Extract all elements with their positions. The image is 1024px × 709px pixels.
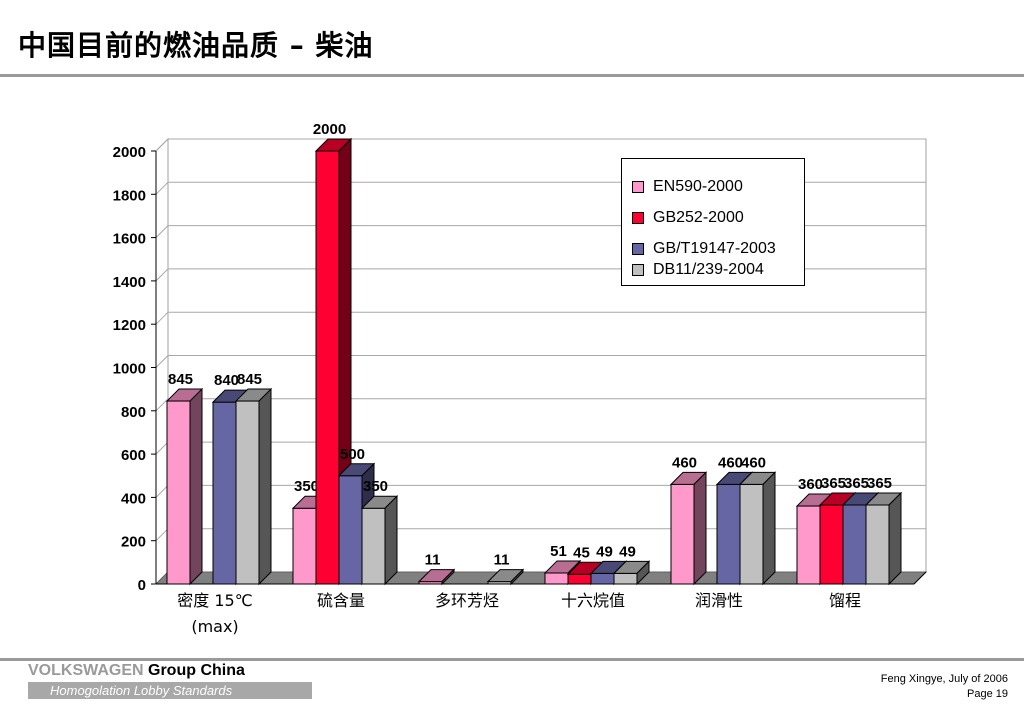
y-tick-label: 1000 (113, 361, 146, 378)
bar (739, 483, 764, 585)
bar (361, 507, 386, 585)
y-tick-label: 1400 (113, 274, 146, 291)
bar (292, 507, 317, 585)
bar-side (441, 568, 455, 586)
bar (590, 572, 615, 585)
footer-info: Feng Xingye, July of 2006 Page 19 (881, 672, 1008, 702)
data-label: 51 (550, 543, 567, 560)
bar (613, 572, 638, 585)
legend-label: GB252-2000 (653, 209, 744, 226)
footer-divider (0, 658, 1024, 661)
y-tick-label: 1600 (113, 231, 146, 248)
gridline (155, 311, 926, 325)
gridline (155, 398, 926, 412)
category-label: 十六烷值 (560, 591, 625, 610)
data-label: 49 (619, 543, 636, 560)
gridline (155, 355, 926, 368)
category-label: 硫含量 (316, 591, 365, 610)
page-number: Page 19 (967, 688, 1008, 700)
data-label: 500 (340, 446, 365, 463)
bar (338, 475, 363, 585)
legend-label: GB/T19147-2003 (653, 240, 776, 257)
bar-chart: 0 200 400 600 800 1000 1200 1400 1600 1800 2000 845… (113, 121, 928, 594)
bar (235, 400, 260, 585)
chart-legend: EN590-2000 GB252-2000 GB/T19147-2003 DB1… (621, 158, 805, 286)
data-label: 360 (798, 476, 823, 493)
bar-side (384, 495, 398, 586)
data-label: 845 (237, 371, 262, 388)
data-label: 11 (494, 552, 510, 569)
brand-subtitle: Homogolation Lobby Standards (50, 683, 233, 698)
bar (819, 504, 844, 585)
category-label: 密度 15℃ (max) (177, 591, 253, 636)
legend-item: DB11/239-2004 (632, 260, 764, 280)
author-date: Feng Xingye, July of 2006 (880, 673, 1008, 685)
category-label: 多环芳烃 (434, 591, 499, 610)
floor-edge (913, 571, 927, 585)
data-label: 45 (573, 544, 590, 561)
brand-group: Group China (143, 662, 245, 679)
brand-logo-text: VOLKSWAGEN Group China (28, 662, 245, 680)
legend-item: GB/T19147-2003 (632, 239, 776, 259)
bar (166, 400, 191, 585)
bar (842, 504, 867, 585)
data-label: 460 (672, 454, 697, 471)
legend-label: EN590-2000 (653, 178, 743, 195)
data-label: 365 (867, 475, 892, 492)
legend-swatch (632, 243, 644, 255)
y-tick-label: 800 (121, 404, 146, 421)
bar (315, 150, 340, 585)
gridline (155, 138, 926, 152)
y-tick-label: 2000 (113, 144, 146, 161)
data-label: 2000 (313, 121, 346, 138)
bar (212, 401, 237, 585)
data-label: 49 (596, 543, 613, 560)
bar (670, 483, 695, 585)
data-label: 350 (294, 478, 319, 495)
brand-vw: VOLKSWAGEN (28, 662, 144, 679)
y-tick-label: 600 (121, 447, 146, 464)
title-divider (0, 74, 1024, 77)
bar (716, 483, 741, 585)
y-tick-label: 200 (121, 534, 146, 551)
y-tick-label: 1800 (113, 187, 146, 204)
category-label: 馏程 (828, 591, 861, 610)
data-label: 845 (168, 371, 193, 388)
data-label: 840 (214, 372, 239, 389)
bar (567, 573, 592, 585)
legend-swatch (632, 181, 644, 193)
bar-side (189, 387, 203, 586)
category-label: 润滑性 (694, 591, 743, 610)
data-label: 460 (718, 454, 743, 471)
y-tick-label: 1200 (113, 317, 146, 334)
bar-side (258, 387, 272, 586)
bar-side (636, 560, 650, 586)
bar (544, 572, 569, 585)
bar (796, 505, 821, 585)
data-label: 350 (363, 478, 388, 495)
bar-side (888, 491, 902, 586)
data-label: 460 (741, 454, 766, 471)
slide-title: 中国目前的燃油品质 – 柴油 (18, 29, 374, 62)
data-label: 365 (821, 475, 846, 492)
legend-swatch (632, 264, 644, 276)
brand-bar (28, 682, 312, 699)
legend-item: EN590-2000 (632, 177, 743, 197)
bar (865, 504, 890, 585)
bar-side (762, 471, 776, 586)
y-tick-label: 0 (138, 577, 146, 594)
legend-swatch (632, 212, 644, 224)
legend-label: DB11/239-2004 (653, 261, 764, 278)
data-label: 11 (425, 552, 441, 569)
y-tick-label: 400 (121, 490, 146, 507)
legend-item: GB252-2000 (632, 208, 744, 228)
bar-side (510, 568, 524, 586)
bar-side (693, 471, 707, 586)
data-label: 365 (844, 475, 869, 492)
